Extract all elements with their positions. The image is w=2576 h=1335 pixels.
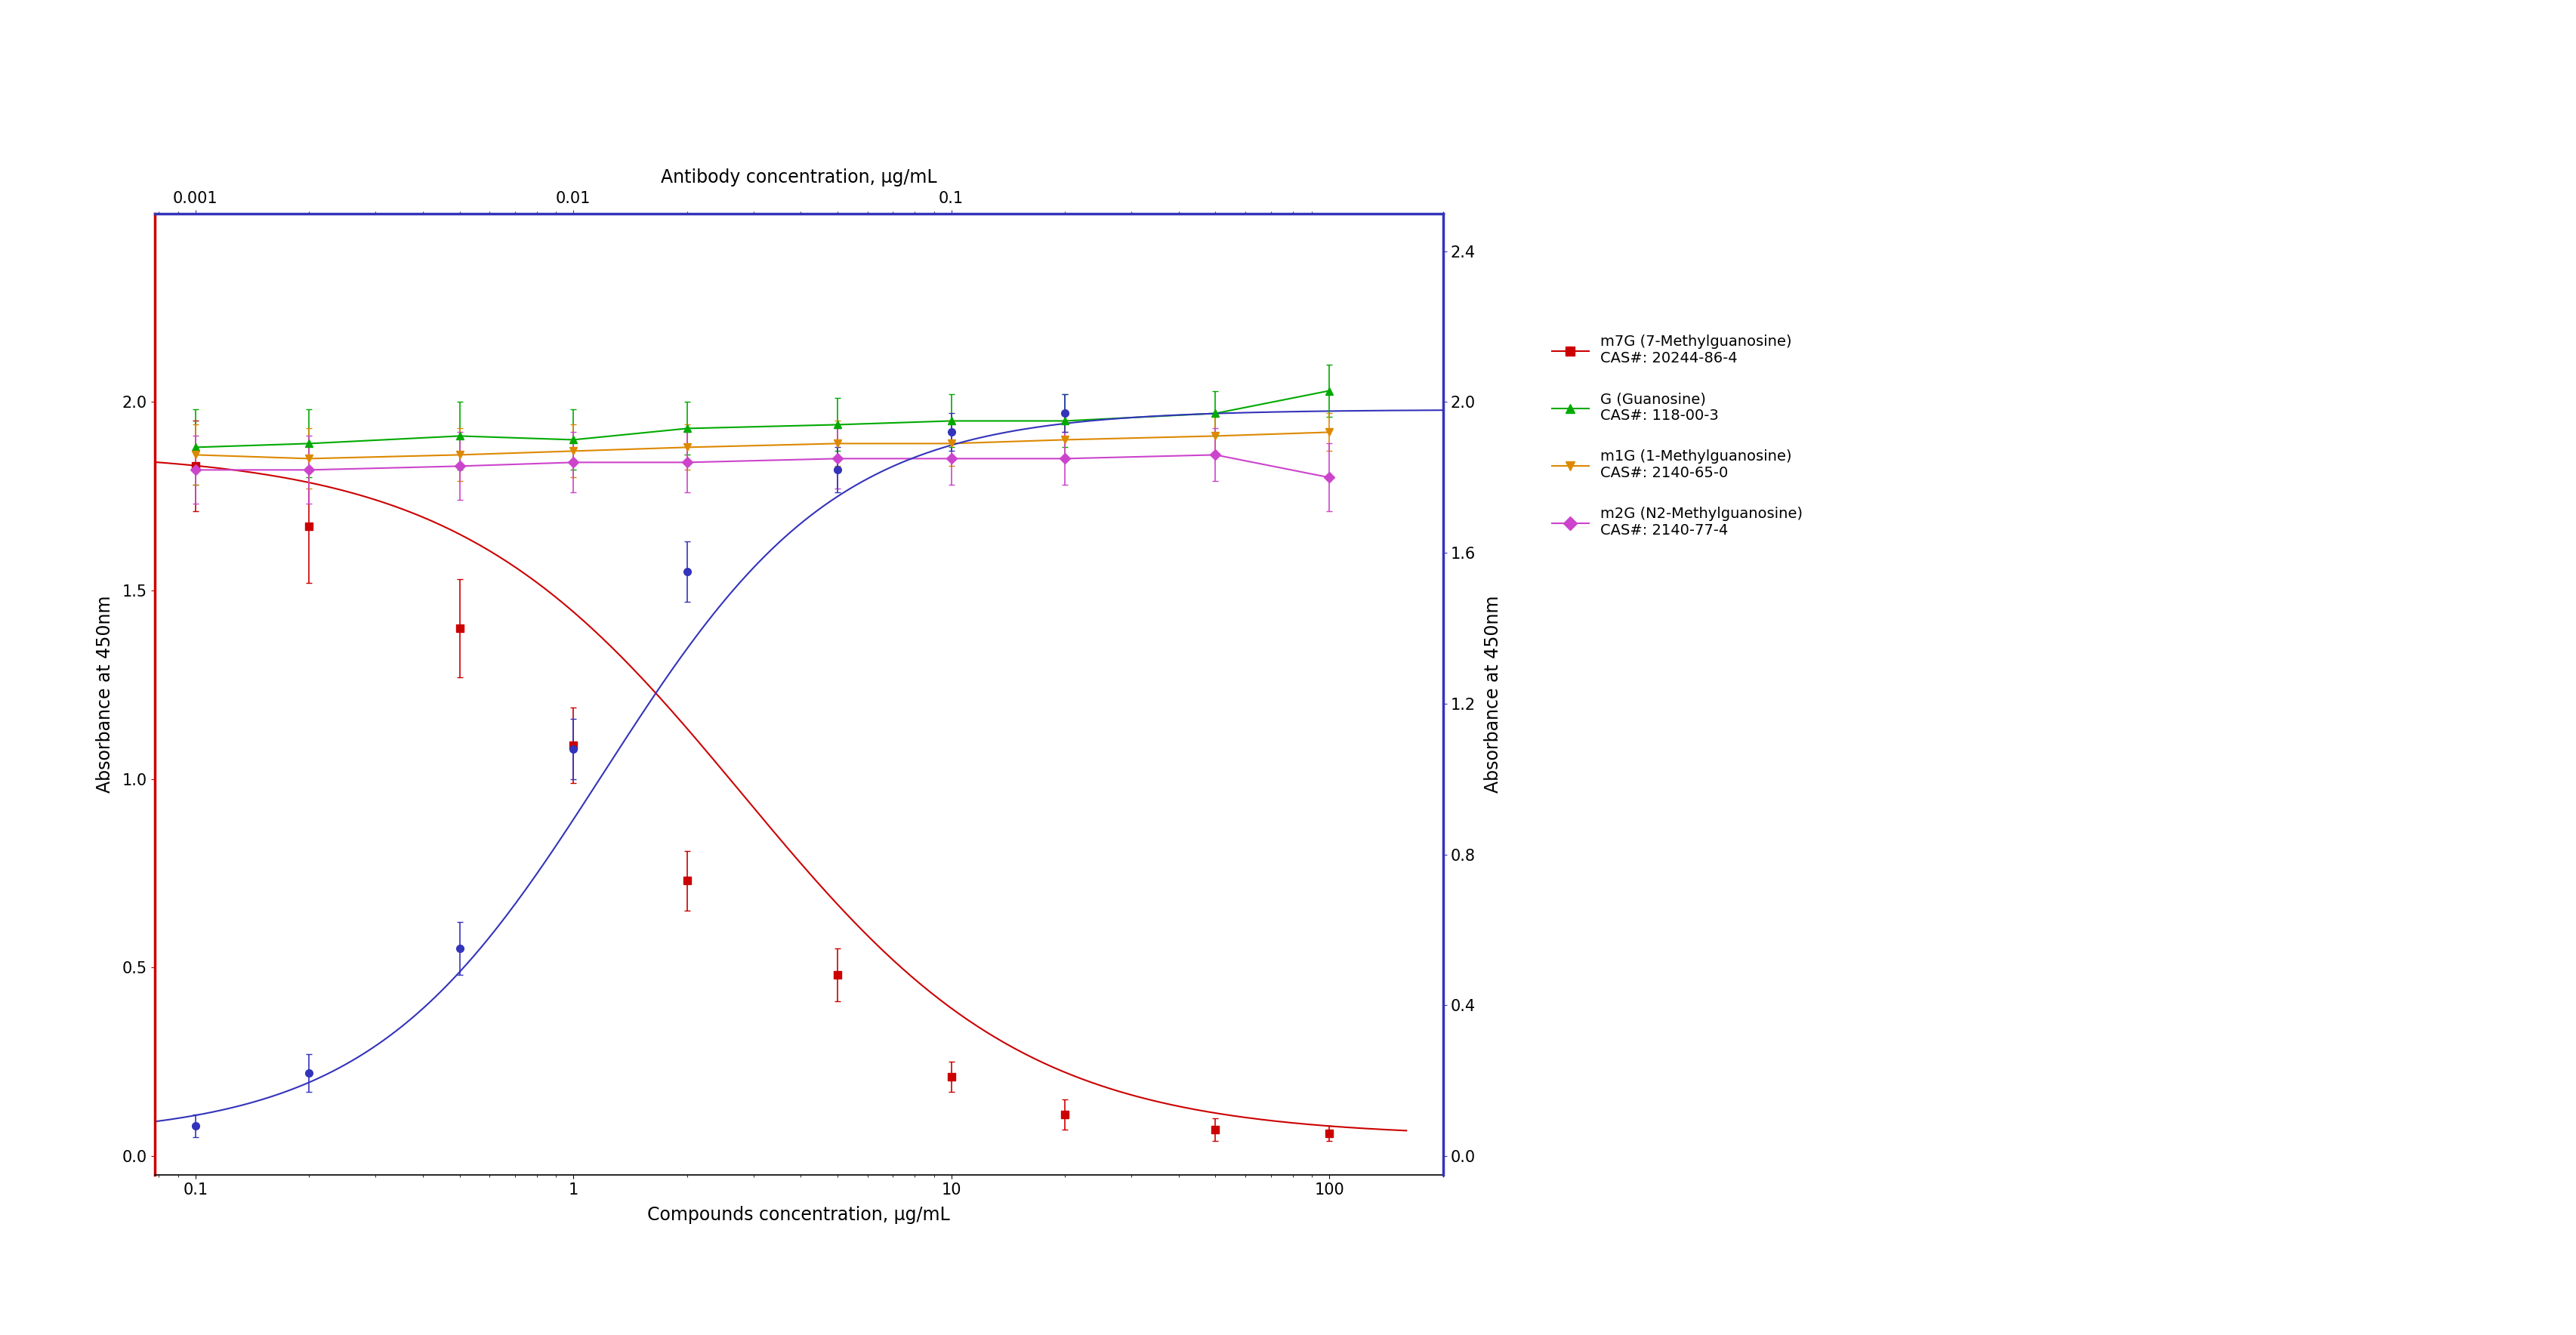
X-axis label: Antibody concentration, µg/mL: Antibody concentration, µg/mL xyxy=(659,168,938,187)
Y-axis label: Absorbance at 450nm: Absorbance at 450nm xyxy=(1484,595,1502,793)
Y-axis label: Absorbance at 450nm: Absorbance at 450nm xyxy=(95,595,113,793)
Legend: m7G (7-Methylguanosine)
CAS#: 20244-86-4, G (Guanosine)
CAS#: 118-00-3, m1G (1-M: m7G (7-Methylguanosine) CAS#: 20244-86-4… xyxy=(1546,328,1808,543)
X-axis label: Compounds concentration, µg/mL: Compounds concentration, µg/mL xyxy=(647,1206,951,1224)
